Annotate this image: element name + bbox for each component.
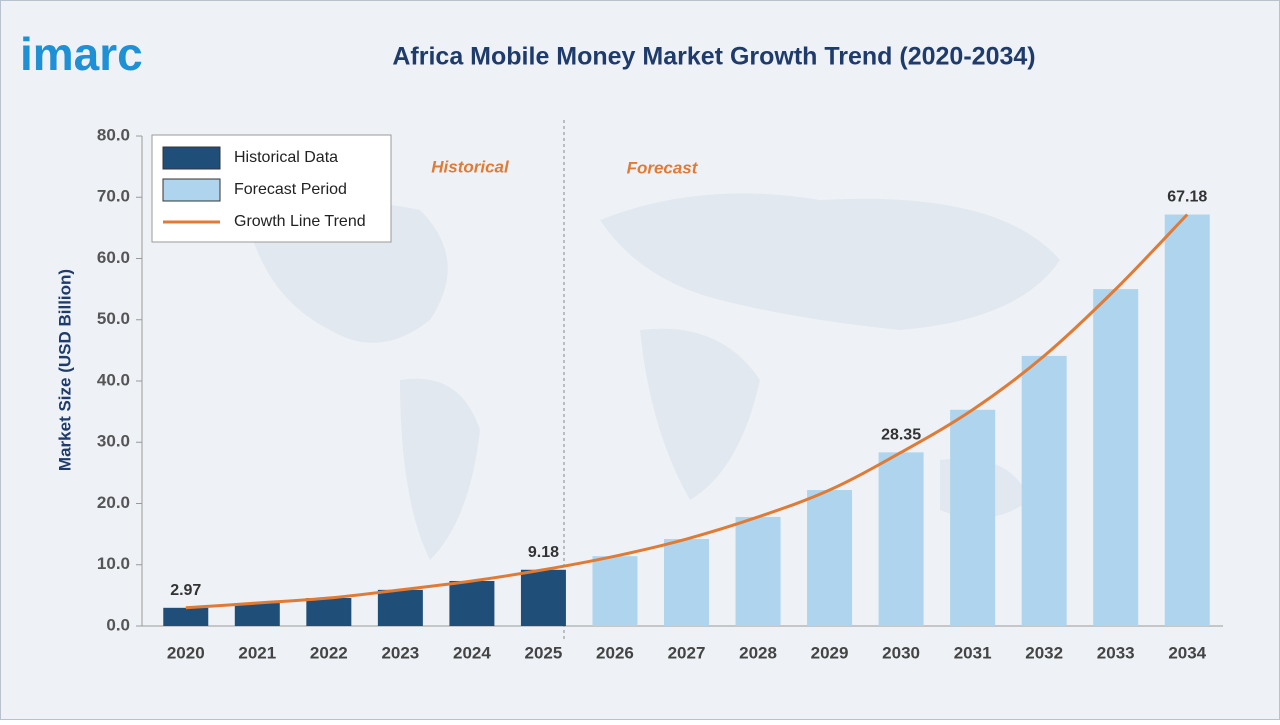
x-tick-label: 2028 (739, 643, 777, 662)
legend-label: Historical Data (234, 149, 338, 166)
annotation: Historical (431, 157, 510, 176)
x-tick-label: 2027 (668, 643, 706, 662)
bar (449, 580, 495, 626)
y-tick-label: 30.0 (97, 432, 130, 451)
legend-swatch (162, 146, 221, 170)
bar (1021, 355, 1067, 626)
y-tick-label: 60.0 (97, 248, 130, 267)
bar (807, 490, 853, 626)
bar (592, 556, 638, 626)
bar (950, 409, 996, 626)
x-tick-label: 2021 (238, 643, 276, 662)
chart-title: Africa Mobile Money Market Growth Trend … (392, 43, 1035, 71)
x-tick-label: 2024 (453, 643, 491, 662)
bar (234, 603, 280, 626)
x-tick-label: 2030 (882, 643, 920, 662)
y-tick-label: 0.0 (106, 615, 130, 634)
bar (520, 569, 566, 626)
bar (306, 598, 352, 626)
y-tick-label: 20.0 (97, 493, 130, 512)
y-tick-label: 10.0 (97, 554, 130, 573)
data-label: 67.18 (1167, 189, 1207, 206)
x-tick-label: 2034 (1168, 643, 1206, 662)
x-tick-label: 2031 (954, 643, 992, 662)
bar (664, 539, 709, 626)
x-tick-label: 2025 (525, 643, 563, 662)
x-tick-label: 2026 (596, 643, 634, 662)
y-axis-label: Market Size (USD Billion) (55, 269, 74, 471)
x-tick-label: 2029 (811, 643, 849, 662)
data-label: 9.18 (528, 544, 559, 561)
bar (1093, 289, 1139, 626)
legend-label: Growth Line Trend (234, 213, 366, 230)
y-tick-label: 80.0 (97, 125, 130, 144)
y-tick-label: 40.0 (97, 370, 130, 389)
x-tick-label: 2020 (167, 643, 205, 662)
x-tick-label: 2032 (1025, 643, 1063, 662)
bar (377, 589, 423, 626)
bar (1164, 214, 1210, 626)
data-label: 2.97 (170, 582, 201, 599)
trend-line (185, 213, 1189, 610)
legend-swatch (162, 178, 221, 202)
data-label: 28.35 (881, 427, 921, 444)
legend-label: Forecast Period (234, 181, 347, 198)
y-tick-label: 50.0 (97, 309, 130, 328)
x-tick-label: 2033 (1097, 643, 1135, 662)
bar (735, 516, 781, 626)
bar (163, 607, 209, 626)
y-tick-label: 70.0 (97, 187, 130, 206)
x-tick-label: 2022 (310, 643, 348, 662)
x-tick-label: 2023 (381, 643, 419, 662)
bar (878, 452, 924, 626)
annotation: Forecast (627, 158, 699, 177)
logo: imarc (20, 28, 143, 80)
